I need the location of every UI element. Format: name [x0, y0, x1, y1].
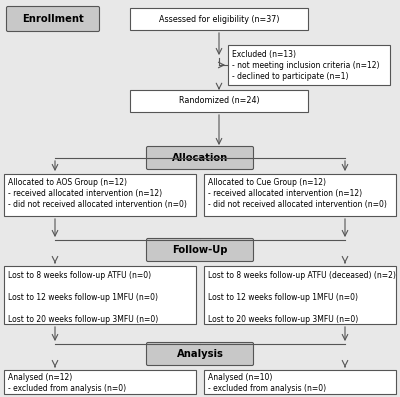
Text: Excluded (n=13)
- not meeting inclusion criteria (n=12)
- declined to participat: Excluded (n=13) - not meeting inclusion …	[232, 50, 380, 81]
Text: Follow-Up: Follow-Up	[172, 245, 228, 255]
FancyBboxPatch shape	[6, 6, 100, 31]
Bar	[130, 8, 308, 30]
Text: Allocated to AOS Group (n=12)
- received allocated intervention (n=12)
- did not: Allocated to AOS Group (n=12) - received…	[8, 178, 187, 209]
Text: Assessed for eligibility (n=37): Assessed for eligibility (n=37)	[159, 15, 279, 23]
Text: Allocation: Allocation	[172, 153, 228, 163]
Bar	[4, 266, 196, 324]
FancyBboxPatch shape	[146, 343, 254, 366]
Text: Analysed (n=10)
- excluded from analysis (n=0): Analysed (n=10) - excluded from analysis…	[208, 373, 326, 393]
Text: Analysis: Analysis	[176, 349, 224, 359]
Text: Lost to 8 weeks follow-up ATFU (deceased) (n=2)

Lost to 12 weeks follow-up 1MFU: Lost to 8 weeks follow-up ATFU (deceased…	[208, 271, 396, 324]
FancyBboxPatch shape	[146, 146, 254, 170]
Bar	[204, 266, 396, 324]
Text: Allocated to Cue Group (n=12)
- received allocated intervention (n=12)
- did not: Allocated to Cue Group (n=12) - received…	[208, 178, 387, 209]
Bar	[204, 370, 396, 394]
Bar	[130, 90, 308, 112]
Bar	[228, 45, 390, 85]
FancyBboxPatch shape	[146, 239, 254, 262]
Text: Randomized (n=24): Randomized (n=24)	[179, 96, 259, 106]
Bar	[204, 174, 396, 216]
Text: Analysed (n=12)
- excluded from analysis (n=0): Analysed (n=12) - excluded from analysis…	[8, 373, 126, 393]
Text: Enrollment: Enrollment	[22, 14, 84, 24]
Bar	[4, 370, 196, 394]
Text: Lost to 8 weeks follow-up ATFU (n=0)

Lost to 12 weeks follow-up 1MFU (n=0)

Los: Lost to 8 weeks follow-up ATFU (n=0) Los…	[8, 271, 158, 324]
Bar	[4, 174, 196, 216]
